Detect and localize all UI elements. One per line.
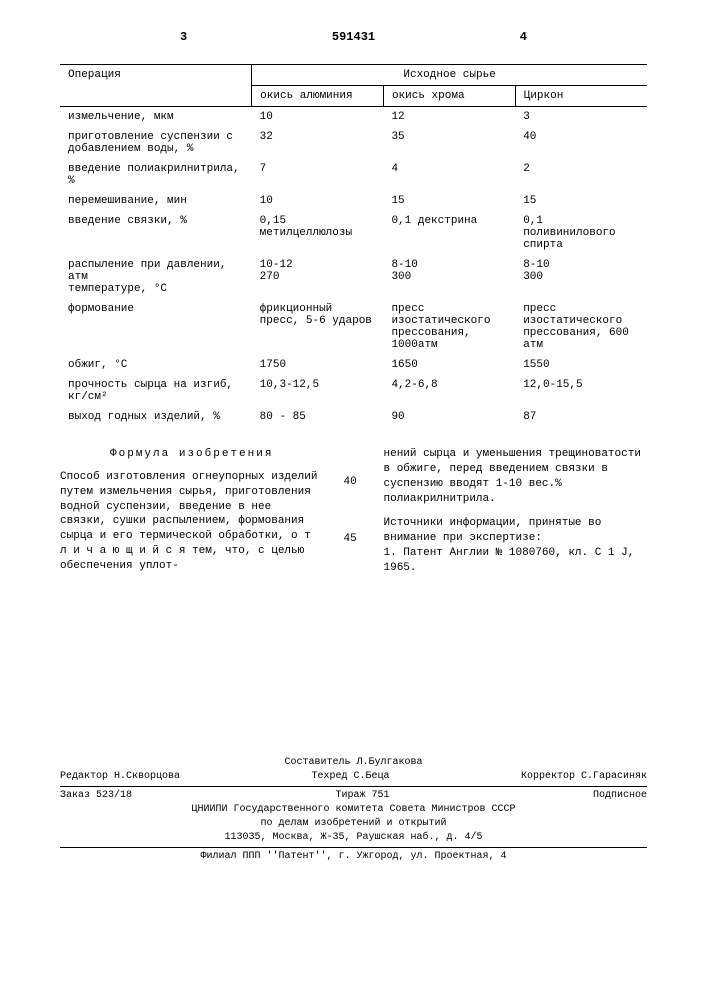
table-row: приготовление суспензии с добавлением во…: [60, 127, 647, 159]
cell-operation: введение полиакрилнитрила, %: [60, 159, 252, 191]
line-40: 40: [344, 475, 364, 490]
cell-operation: выход годных изделий, %: [60, 407, 252, 427]
cell-operation: измельчение, мкм: [60, 107, 252, 128]
footer: Составитель Л.Булгакова Редактор Н.Сквор…: [60, 756, 647, 864]
sources-text: 1. Патент Англии № 1080760, кл. С 1 J, 1…: [384, 546, 648, 576]
table-row: выход годных изделий, %80 - 859087: [60, 407, 647, 427]
cell-operation: перемешивание, мин: [60, 191, 252, 211]
cell-operation: обжиг, °С: [60, 355, 252, 375]
cell-value: 2: [515, 159, 647, 191]
techred: Техред С.Беца: [311, 770, 389, 784]
org1: ЦНИИПИ Государственного комитета Совета …: [60, 803, 647, 817]
cell-value: 40: [515, 127, 647, 159]
cell-value: 8-10 300: [515, 255, 647, 299]
body-text: Формула изобретения Способ изготовления …: [60, 447, 647, 576]
filial: Филиал ППП ''Патент'', г. Ужгород, ул. П…: [60, 850, 647, 864]
table-row: введение полиакрилнитрила, %742: [60, 159, 647, 191]
table-row: распыление при давлении, атм температуре…: [60, 255, 647, 299]
page-left: 3: [180, 30, 187, 44]
cell-value: 12,0-15,5: [515, 375, 647, 407]
cell-value: 1750: [252, 355, 384, 375]
cell-operation: формование: [60, 299, 252, 355]
order: Заказ 523/18: [60, 789, 132, 803]
corrector: Корректор С.Гарасиняк: [521, 770, 647, 784]
cell-operation: приготовление суспензии с добавлением во…: [60, 127, 252, 159]
table-row: измельчение, мкм10123: [60, 107, 647, 128]
cell-value: 0,1 поливинилового спирта: [515, 211, 647, 255]
cell-value: 4,2-6,8: [383, 375, 515, 407]
cell-value: 0,15 метилцеллюлозы: [252, 211, 384, 255]
data-table: Операция Исходное сырье окись алюминия о…: [60, 64, 647, 427]
doc-number: 591431: [332, 30, 375, 44]
editor: Редактор Н.Скворцова: [60, 770, 180, 784]
cell-value: 35: [383, 127, 515, 159]
table-row: прочность сырца на изгиб, кг/см²10,3-12,…: [60, 375, 647, 407]
cell-operation: прочность сырца на изгиб, кг/см²: [60, 375, 252, 407]
tirage: Тираж 751: [335, 789, 389, 803]
cell-value: 10-12 270: [252, 255, 384, 299]
col-operation: Операция: [60, 65, 252, 107]
cell-operation: введение связки, %: [60, 211, 252, 255]
cell-value: 1650: [383, 355, 515, 375]
org2: по делам изобретений и открытий: [60, 817, 647, 831]
cell-value: 1550: [515, 355, 647, 375]
cell-value: 3: [515, 107, 647, 128]
cell-value: фрикционный пресс, 5-6 ударов: [252, 299, 384, 355]
table-row: введение связки, %0,15 метилцеллюлозы0,1…: [60, 211, 647, 255]
cell-value: 7: [252, 159, 384, 191]
cell-value: 4: [383, 159, 515, 191]
page-header: 3 591431 4: [60, 30, 647, 44]
subscription: Подписное: [593, 789, 647, 803]
table-row: формованиефрикционный пресс, 5-6 ударовп…: [60, 299, 647, 355]
table-row: перемешивание, мин101515: [60, 191, 647, 211]
sources-title: Источники информации, принятые во вниман…: [384, 516, 648, 546]
table-row: обжиг, °С175016501550: [60, 355, 647, 375]
claim-left: Способ изготовления огнеупорных изделий …: [60, 470, 324, 574]
page-right: 4: [520, 30, 527, 44]
cell-value: 10: [252, 107, 384, 128]
claim-right-1: нений сырца и уменьшения трещиноватости …: [384, 447, 648, 506]
cell-value: 10: [252, 191, 384, 211]
cell-value: пресс изостатического прессования, 1000а…: [383, 299, 515, 355]
cell-value: 32: [252, 127, 384, 159]
cell-value: 10,3-12,5: [252, 375, 384, 407]
cell-value: 15: [383, 191, 515, 211]
cell-value: 12: [383, 107, 515, 128]
cell-value: 80 - 85: [252, 407, 384, 427]
cell-operation: распыление при давлении, атм температуре…: [60, 255, 252, 299]
addr: 113035, Москва, Ж-35, Раушская наб., д. …: [60, 831, 647, 845]
cell-value: 0,1 декстрина: [383, 211, 515, 255]
col-group-materials: Исходное сырье: [252, 65, 647, 86]
compiler: Составитель Л.Булгакова: [60, 756, 647, 770]
cell-value: пресс изостатического прессования, 600 а…: [515, 299, 647, 355]
col-zircon: Циркон: [515, 86, 647, 107]
cell-value: 87: [515, 407, 647, 427]
formula-title: Формула изобретения: [60, 447, 324, 462]
cell-value: 8-10 300: [383, 255, 515, 299]
cell-value: 90: [383, 407, 515, 427]
col-al-oxide: окись алюминия: [252, 86, 384, 107]
col-cr-oxide: окись хрома: [383, 86, 515, 107]
line-45: 45: [344, 532, 364, 547]
cell-value: 15: [515, 191, 647, 211]
